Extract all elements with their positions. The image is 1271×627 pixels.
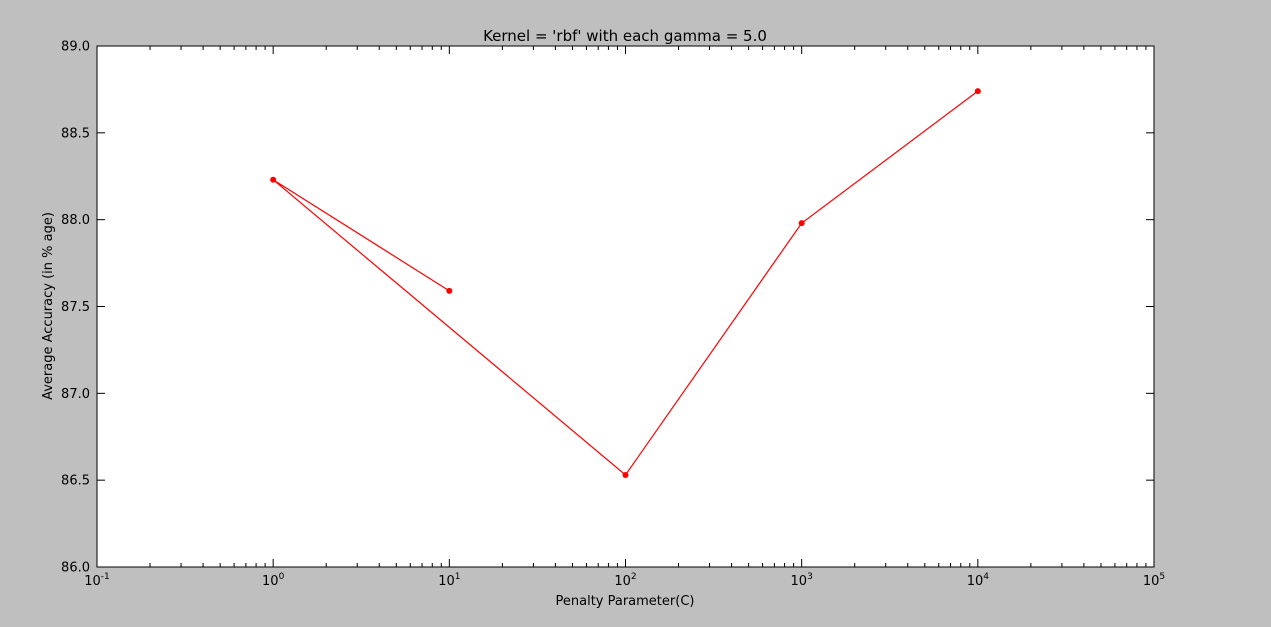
y-tick-label: 88.5 — [61, 126, 90, 141]
minor-ticks — [149, 46, 1147, 567]
x-tick-label-exponent: 1 — [455, 572, 461, 582]
x-tick-label: 104 — [967, 572, 990, 589]
x-tick-label: 100 — [262, 572, 285, 589]
chart-title: Kernel = 'rbf' with each gamma = 5.0 — [483, 27, 767, 45]
x-tick-label-base: 10 — [967, 574, 984, 589]
y-tick-label: 86.0 — [61, 561, 90, 576]
y-tick-label: 88.0 — [61, 213, 90, 228]
data-point — [446, 287, 453, 294]
data-point — [622, 471, 629, 478]
x-tick-label: 103 — [791, 572, 813, 589]
x-tick-label: 101 — [438, 572, 460, 589]
x-tick-label: 10-1 — [84, 572, 110, 589]
x-tick-label-base: 10 — [1143, 574, 1160, 589]
data-point — [798, 220, 805, 227]
x-tick-label-exponent: 2 — [631, 572, 637, 582]
data-point — [974, 88, 981, 95]
x-tick-label: 105 — [1143, 572, 1165, 589]
x-tick-label-exponent: 0 — [279, 572, 285, 582]
x-tick-label-base: 10 — [614, 574, 631, 589]
x-axis-label: Penalty Parameter(C) — [556, 594, 695, 609]
x-tick-label-exponent: 4 — [983, 572, 989, 582]
x-tick-label-exponent: 5 — [1159, 572, 1165, 582]
series-layer — [270, 88, 981, 478]
plot-frame — [96, 45, 1155, 568]
x-tick-label-base: 10 — [262, 574, 279, 589]
x-tick-labels: 10-1 100 101 102 103 104 105 — [84, 572, 1165, 589]
x-tick-label-exponent: -1 — [101, 572, 110, 582]
y-tick-label: 87.0 — [61, 387, 90, 402]
y-tick-label: 89.0 — [61, 40, 90, 55]
y-tick-labels: 86.0 86.5 87.0 87.5 88.0 88.5 89.0 — [61, 40, 90, 576]
x-tick-label-base: 10 — [84, 574, 101, 589]
x-tick-label: 102 — [614, 572, 636, 589]
x-tick-label-base: 10 — [438, 574, 455, 589]
x-tick-label-exponent: 3 — [807, 572, 813, 582]
x-tick-label-base: 10 — [791, 574, 808, 589]
y-tick-label: 87.5 — [61, 300, 90, 315]
data-point — [270, 176, 277, 183]
plot-area — [97, 46, 1154, 567]
y-tick-label: 86.5 — [61, 474, 90, 489]
y-axis-label: Average Accuracy (in % age) — [41, 212, 56, 400]
